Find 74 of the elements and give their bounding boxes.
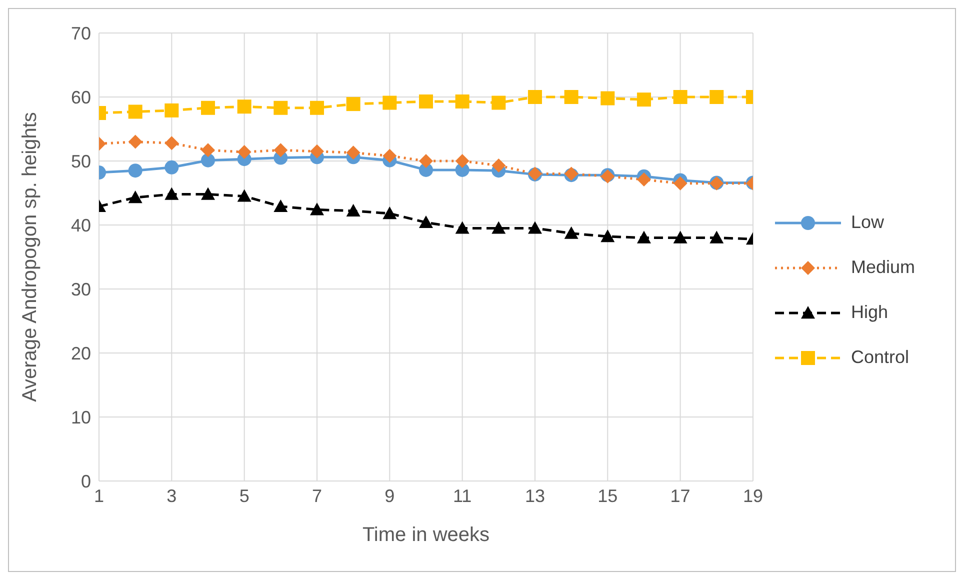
point xyxy=(492,96,506,110)
point xyxy=(237,145,252,160)
y-tick-label: 70 xyxy=(70,23,91,44)
y-tick-label: 40 xyxy=(70,215,91,236)
y-tick-label: 0 xyxy=(80,471,91,492)
y-axis-title: Average Andropogon sp. heights xyxy=(19,112,42,402)
point xyxy=(128,164,142,178)
point xyxy=(710,230,724,244)
point xyxy=(200,187,215,200)
legend-label: Control xyxy=(850,347,909,368)
x-axis-title: Time in weeks xyxy=(362,524,490,546)
legend-label: High xyxy=(850,302,888,323)
point xyxy=(310,100,324,115)
point xyxy=(600,91,615,106)
point xyxy=(274,199,288,212)
point xyxy=(274,100,288,115)
point xyxy=(455,154,470,168)
point xyxy=(346,204,360,217)
legend-label: Low xyxy=(850,212,884,233)
point xyxy=(237,189,252,202)
point xyxy=(564,90,578,104)
point xyxy=(382,206,397,220)
point xyxy=(200,100,215,115)
x-tick-label: 7 xyxy=(312,486,322,506)
x-tick-label: 11 xyxy=(452,486,472,506)
point xyxy=(564,226,578,239)
point xyxy=(636,92,651,107)
point xyxy=(200,153,215,168)
point xyxy=(237,100,252,114)
y-tick-label: 50 xyxy=(70,151,91,172)
point xyxy=(346,146,360,160)
point xyxy=(673,230,688,244)
point xyxy=(310,202,324,216)
point xyxy=(636,172,651,187)
x-tick-label: 15 xyxy=(598,486,618,506)
point xyxy=(528,221,542,234)
point xyxy=(455,94,470,108)
y-tick-label: 20 xyxy=(70,343,91,364)
point xyxy=(128,104,142,119)
point xyxy=(418,215,433,228)
point xyxy=(164,136,179,150)
point xyxy=(164,160,179,174)
point xyxy=(600,230,615,242)
x-tick-label: 17 xyxy=(670,486,690,506)
legend-label: Medium xyxy=(850,257,915,278)
point xyxy=(128,134,142,149)
x-tick-label: 1 xyxy=(94,486,104,506)
point xyxy=(382,148,397,163)
y-tick-label: 30 xyxy=(70,279,91,300)
point xyxy=(200,143,215,158)
point xyxy=(636,230,651,244)
point xyxy=(528,90,542,104)
x-tick-label: 5 xyxy=(239,486,250,506)
x-tick-label: 13 xyxy=(524,486,545,506)
point xyxy=(382,96,397,110)
point xyxy=(455,221,470,234)
point xyxy=(346,97,360,112)
point xyxy=(418,154,433,168)
x-tick-label: 3 xyxy=(166,486,177,506)
point xyxy=(492,221,506,234)
y-tick-label: 60 xyxy=(70,87,91,108)
point xyxy=(710,90,724,104)
point xyxy=(274,143,288,158)
point xyxy=(310,144,324,158)
point xyxy=(418,94,433,108)
x-tick-label: 9 xyxy=(384,486,395,506)
point xyxy=(673,176,688,190)
point xyxy=(128,190,142,204)
point xyxy=(164,187,179,200)
point xyxy=(673,90,688,104)
x-tick-label: 19 xyxy=(742,486,763,506)
point xyxy=(492,158,506,172)
point xyxy=(164,103,179,118)
y-tick-label: 10 xyxy=(70,407,91,428)
